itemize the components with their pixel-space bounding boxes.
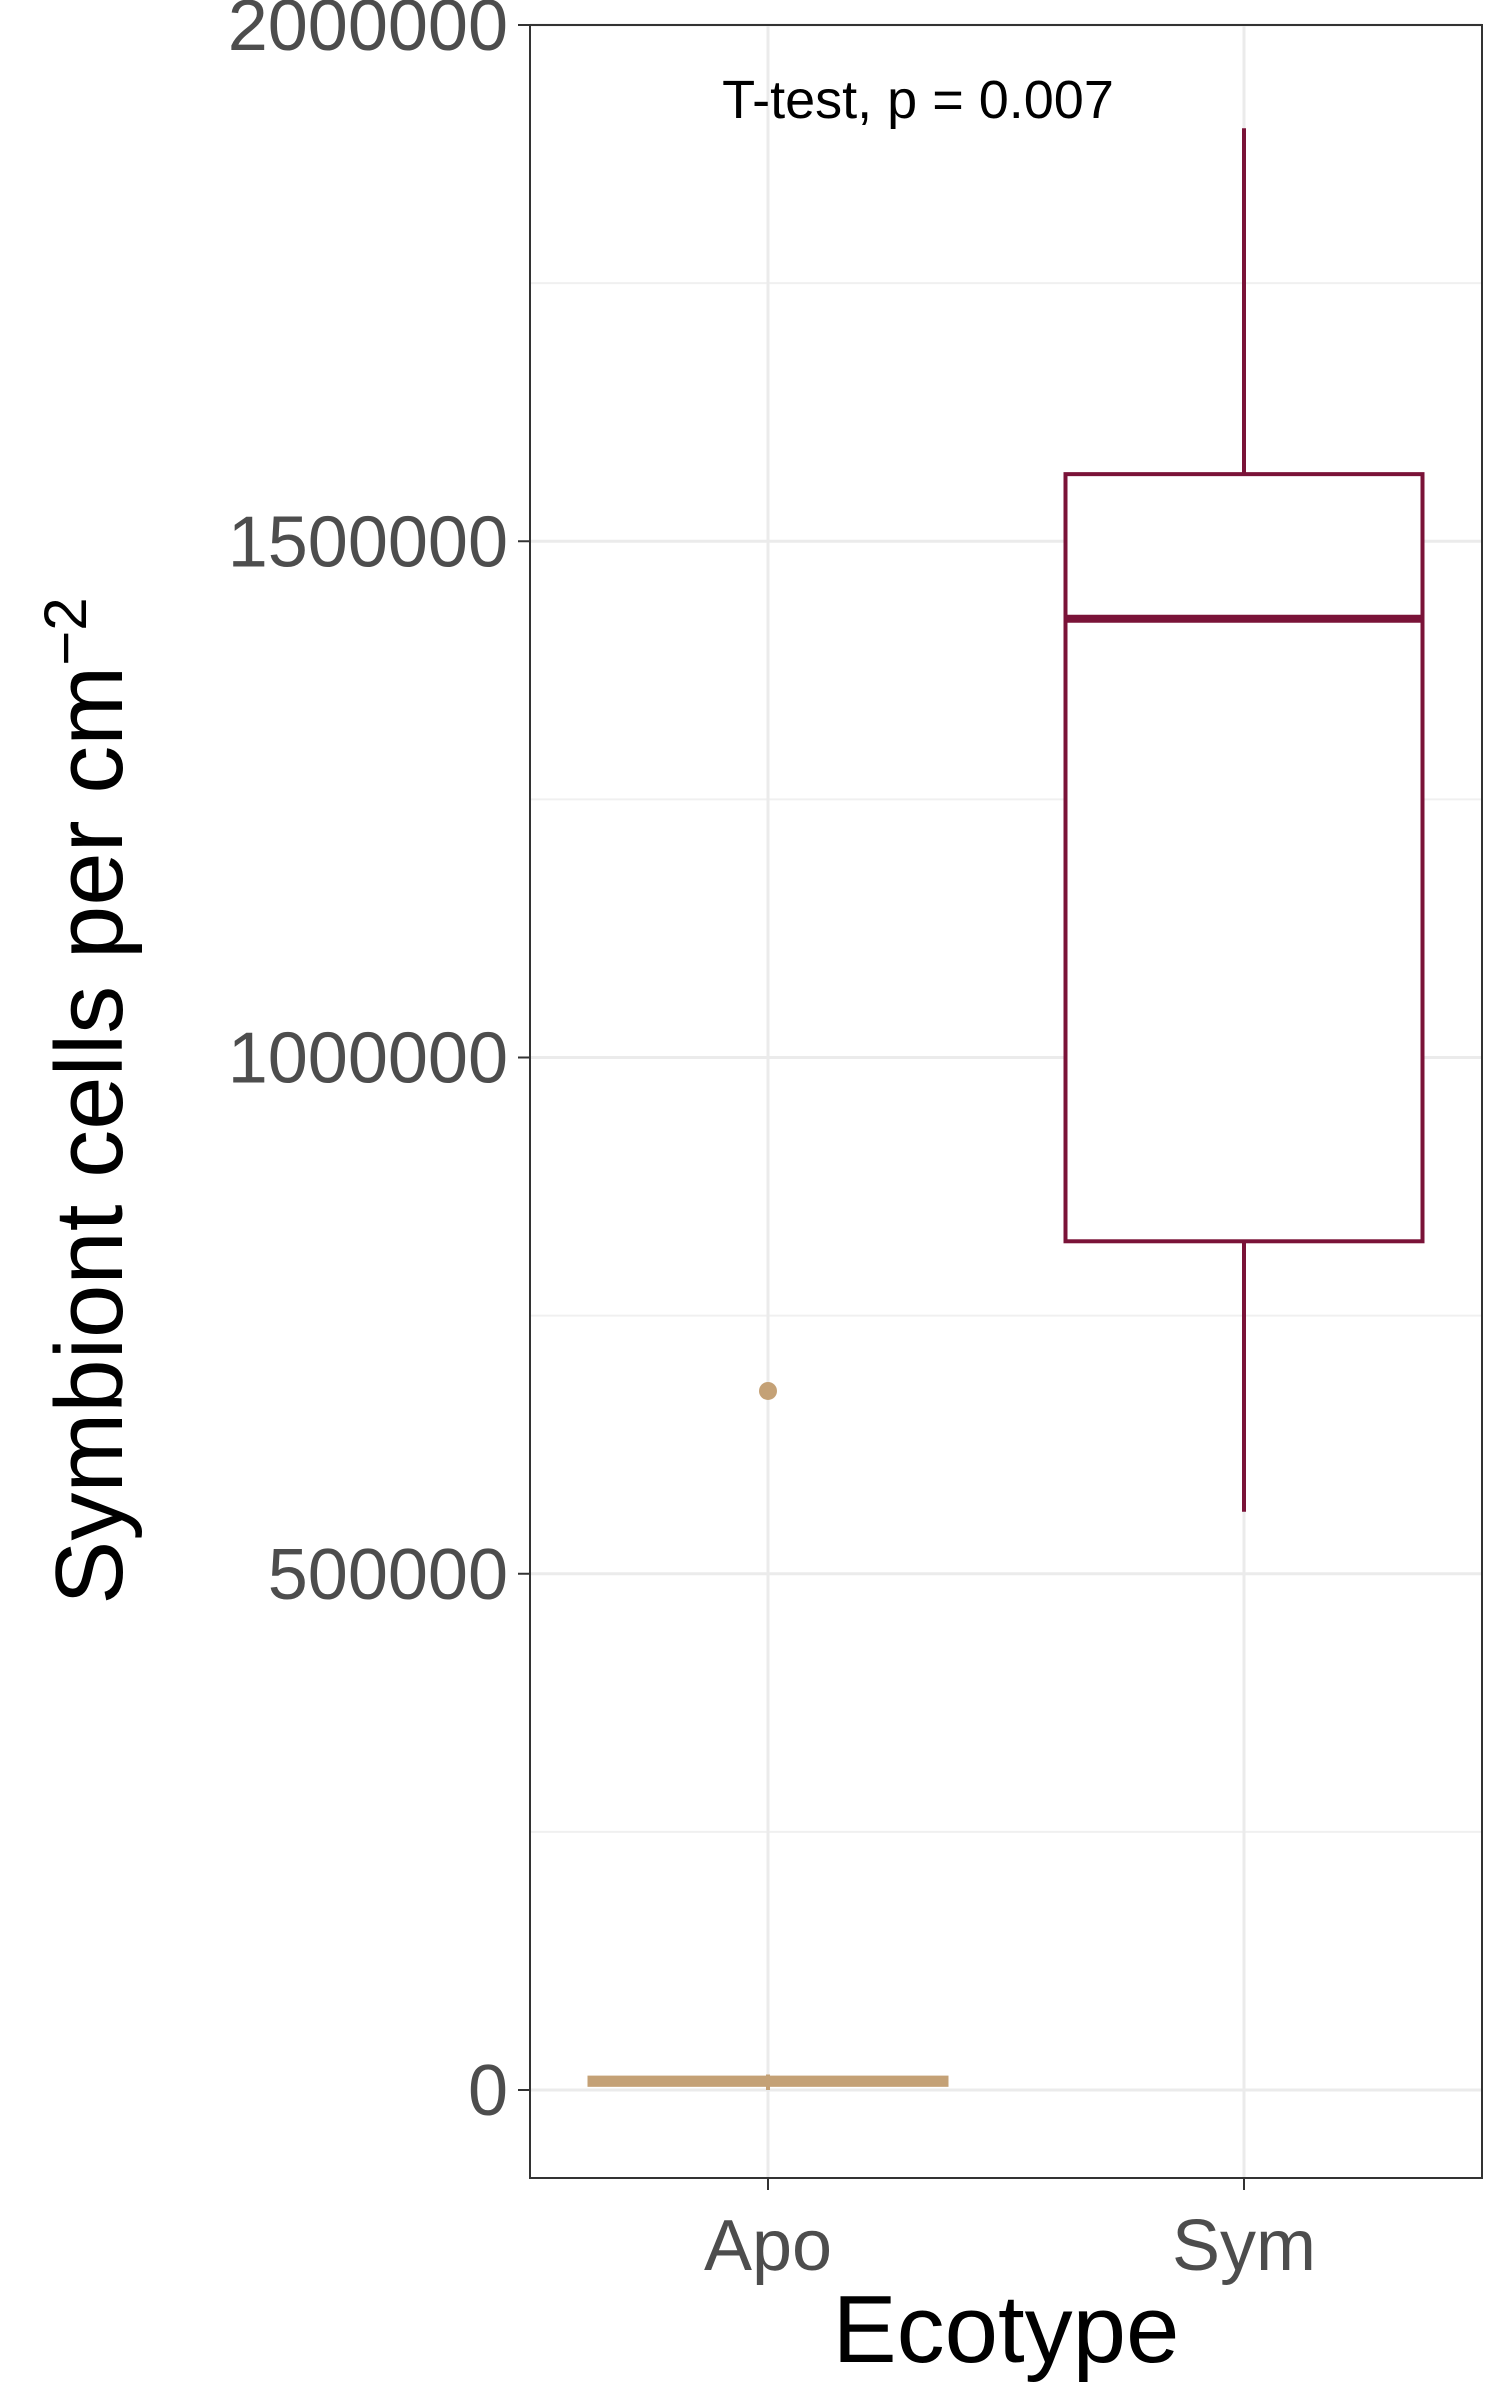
y-tick-label: 0: [468, 2051, 508, 2131]
interquartile-box: [1063, 472, 1425, 1244]
y-tick-label: 1000000: [228, 1019, 508, 1099]
y-tick-label: 500000: [268, 1535, 508, 1615]
t-test-annotation: T-test, p = 0.007: [722, 70, 1114, 130]
plot-panel-border: [529, 24, 1483, 2179]
y-axis-title-exponent: −2: [32, 597, 99, 665]
x-tick-label: Sym: [1172, 2206, 1316, 2286]
y-tick-label: 1500000: [228, 502, 508, 582]
y-tick-label: 2000000: [228, 0, 508, 66]
y-axis-title-text: Symbiont cells per cm: [36, 666, 143, 1605]
x-tick-label: Apo: [704, 2206, 832, 2286]
box-apo: [587, 1381, 949, 2090]
box-layer: [587, 128, 1425, 2090]
outlier-point: [759, 1381, 777, 1400]
axis-layer: 0 500000 1000000 1500000 2000000 Apo Sym: [228, 0, 1316, 2286]
box-sym: [1063, 128, 1425, 1512]
x-axis-title: Ecotype: [833, 2276, 1180, 2383]
y-axis-title: Symbiont cells per cm−2: [32, 597, 143, 1604]
